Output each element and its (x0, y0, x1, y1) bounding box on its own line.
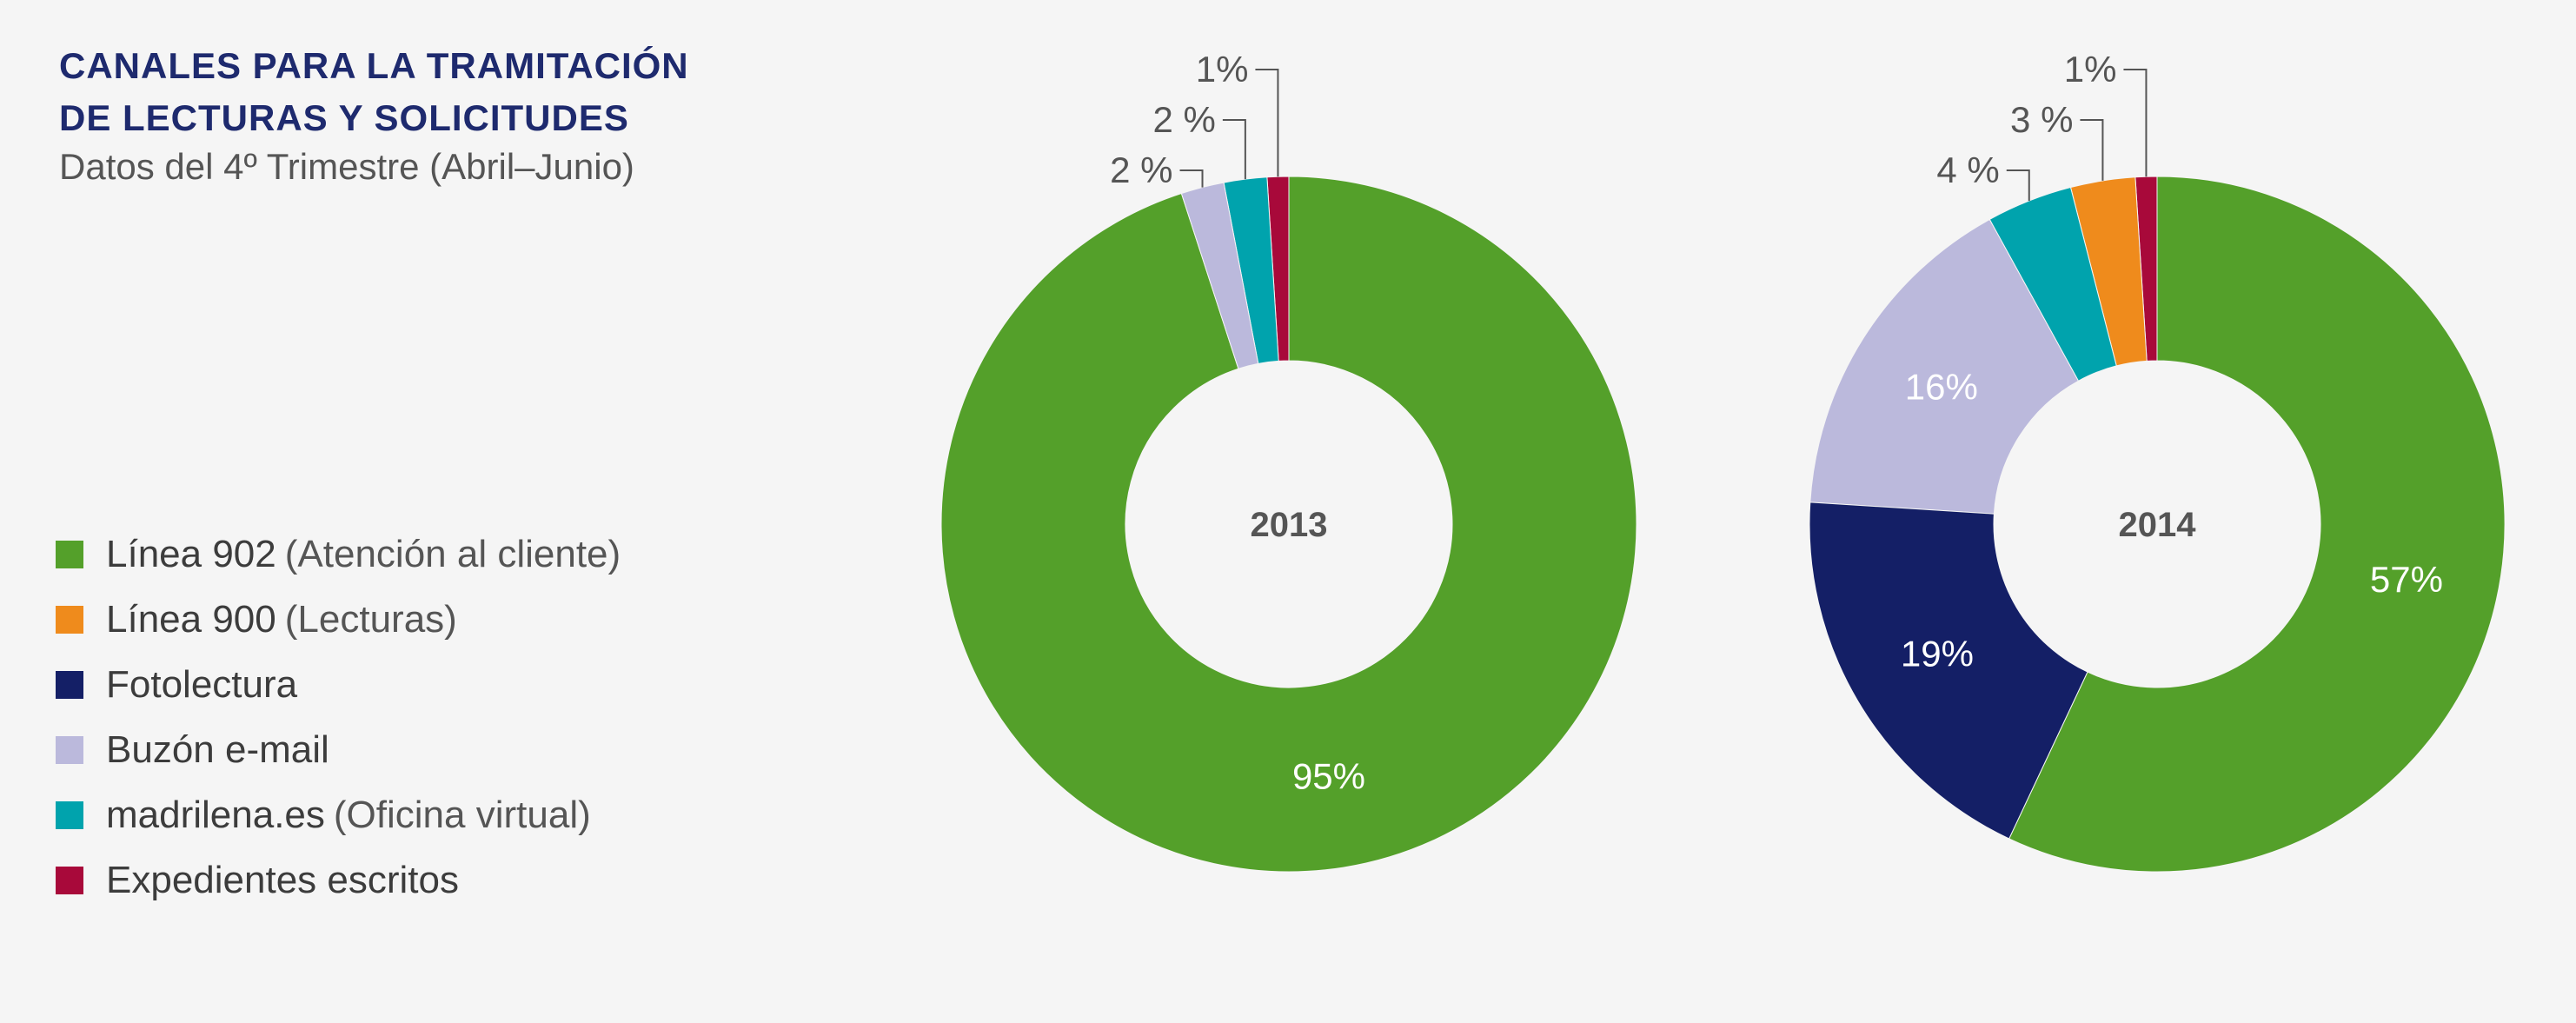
slice-madrilena-es (1223, 176, 1279, 364)
legend-sublabel: (Oficina virtual) (333, 793, 591, 836)
legend-label: Buzón e-mail (106, 727, 329, 771)
legend-swatch (56, 670, 83, 699)
legend-swatch (56, 605, 83, 634)
legend-sublabel: (Atención al cliente) (284, 532, 621, 575)
slice-label: 16% (1905, 366, 1978, 407)
callout-line (1255, 69, 1279, 177)
legend-item-madrilena: madrilena.es (Oficina virtual) (56, 782, 621, 847)
callout-label: 1% (1196, 49, 1249, 90)
callout-label: 2 % (1152, 99, 1215, 140)
slice-expedientes-escritos (2134, 176, 2158, 362)
title-line-2: DE LECTURAS Y SOLICITUDES (59, 97, 629, 138)
legend-item-fotolectura: Fotolectura (56, 652, 621, 717)
legend-item-linea-902: Línea 902 (Atención al cliente) (56, 521, 621, 587)
legend-swatch (56, 735, 83, 764)
center-year-label: 2013 (1251, 506, 1328, 544)
callout-label: 2 % (1110, 149, 1172, 190)
legend-item-linea-900: Línea 900 (Lecturas) (56, 587, 621, 652)
slice-label: 57% (2370, 559, 2443, 600)
legend: Línea 902 (Atención al cliente) Línea 90… (56, 521, 621, 913)
chart-subtitle: Datos del 4º Trimestre (Abril–Junio) (59, 146, 634, 187)
slice-fotolectura (1809, 502, 2088, 840)
legend-label: madrilena.es (106, 793, 325, 836)
slice-label: 95% (1292, 755, 1365, 796)
callout-line (2080, 119, 2104, 181)
slice-l-nea-902 (2008, 176, 2506, 873)
slice-l-nea-900 (2069, 176, 2148, 367)
legend-sublabel: (Lecturas) (284, 597, 457, 641)
callout-line (1179, 169, 1204, 188)
legend-item-buzon-email: Buzón e-mail (56, 717, 621, 782)
callout-label: 4 % (1936, 149, 1999, 190)
chart-title: CANALES PARA LA TRAMITACIÓN DE LECTURAS … (59, 40, 689, 144)
slice-buz-n-e-mail (1180, 182, 1259, 369)
callout-label: 1% (2064, 49, 2117, 90)
callout-line (2123, 69, 2148, 177)
slice-expedientes-escritos (1266, 176, 1290, 362)
legend-label: Línea 900 (106, 597, 276, 641)
legend-label: Expedientes escritos (106, 858, 459, 901)
slice-buz-n-e-mail (1809, 218, 2080, 515)
legend-swatch (56, 800, 83, 829)
legend-swatch (56, 866, 83, 894)
legend-label: Línea 902 (106, 532, 276, 575)
callout-line (2006, 169, 2030, 202)
slice-l-nea-902 (940, 176, 1637, 873)
title-line-1: CANALES PARA LA TRAMITACIÓN (59, 45, 689, 86)
legend-swatch (56, 540, 83, 568)
callout-line (1222, 119, 1246, 180)
legend-label: Fotolectura (106, 662, 298, 706)
slice-label: 19% (1901, 634, 1974, 674)
slice-madrilena-es (1988, 186, 2117, 382)
center-year-label: 2014 (2119, 506, 2197, 544)
legend-item-expedientes: Expedientes escritos (56, 847, 621, 913)
callout-label: 3 % (2010, 99, 2073, 140)
